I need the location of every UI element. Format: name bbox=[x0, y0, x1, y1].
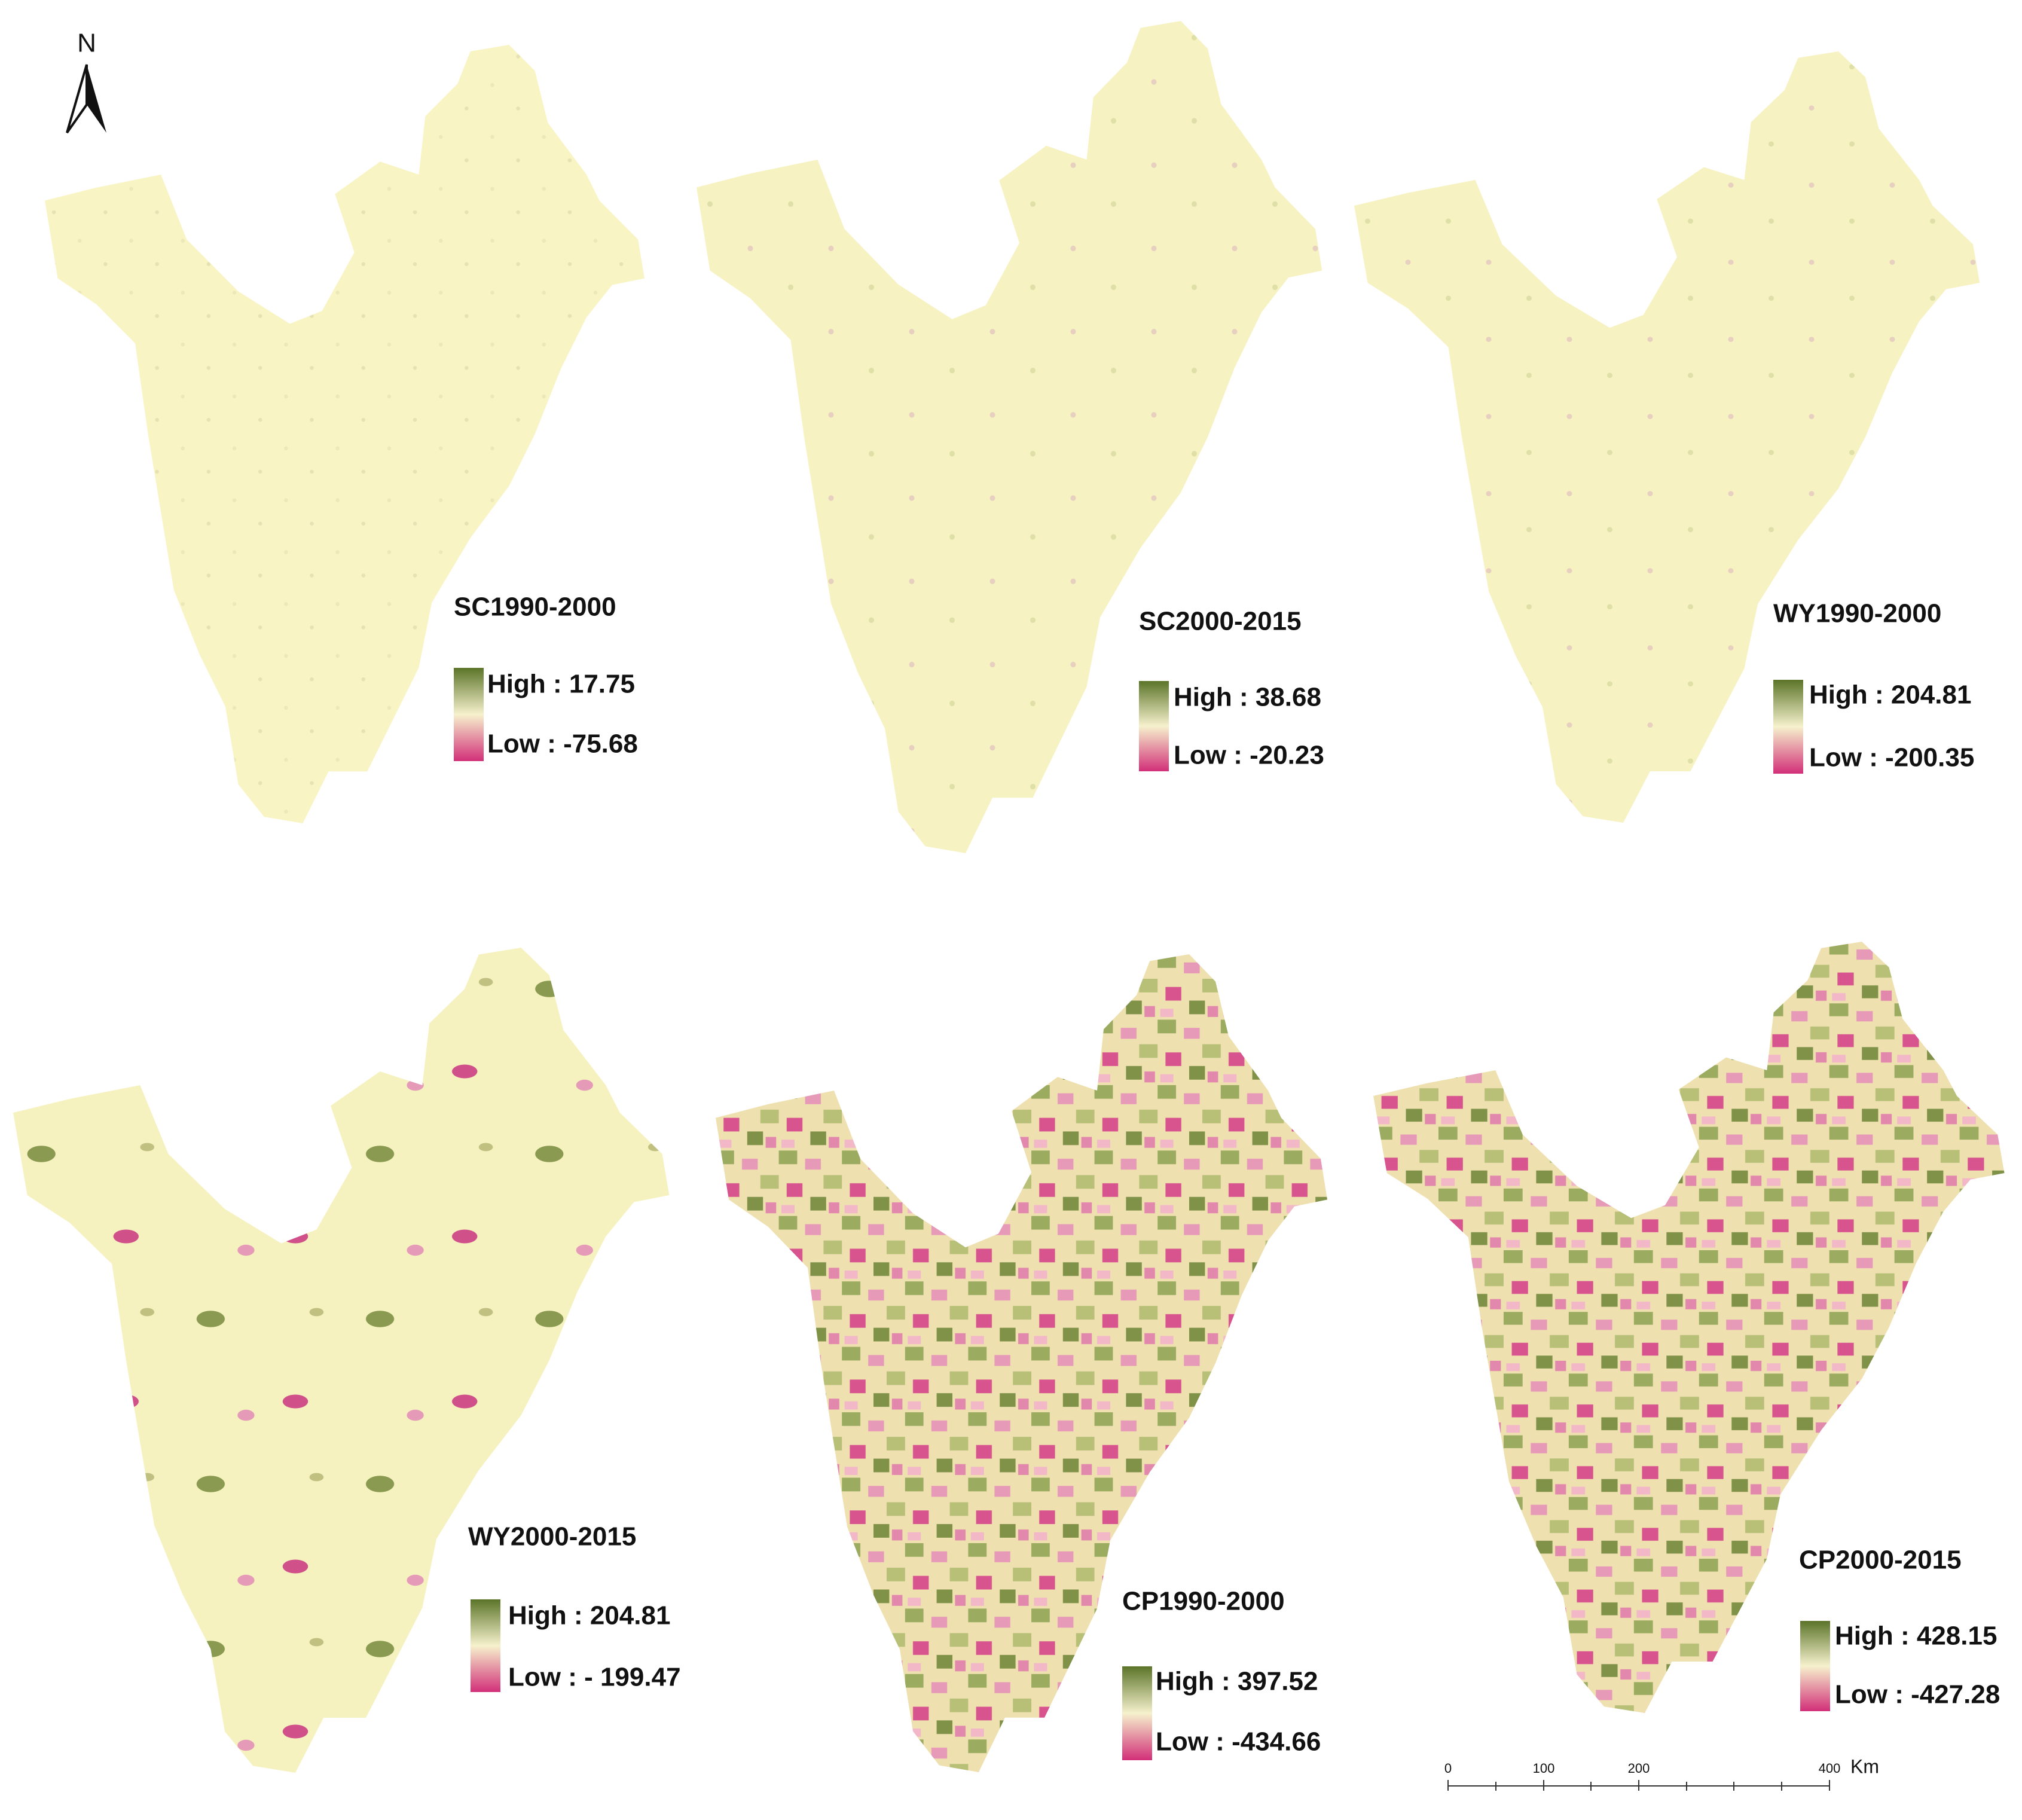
north-arrow: N bbox=[66, 29, 106, 134]
north-label: N bbox=[77, 29, 96, 58]
map-panel: CP2000-2015 High : 428.15 Low : -427.28 bbox=[1373, 942, 2005, 1713]
legend-high: High : 428.15 bbox=[1835, 1621, 1997, 1651]
map-panel: WY1990-2000 High : 204.81 Low : -200.35 bbox=[1354, 51, 1980, 823]
map-panel: CP1990-2000 High : 397.52 Low : -434.66 bbox=[716, 954, 1327, 1772]
scale-label: 0 bbox=[1444, 1761, 1452, 1776]
scale-label: 100 bbox=[1533, 1761, 1555, 1776]
legend-low: Low : - 199.47 bbox=[508, 1663, 681, 1692]
legend-high: High : 204.81 bbox=[508, 1601, 670, 1630]
map-panel: SC2000-2015 High : 38.68 Low : -20.23 bbox=[697, 21, 1324, 853]
scale-label: 200 bbox=[1628, 1761, 1650, 1776]
legend-low: Low : -200.35 bbox=[1809, 743, 1974, 772]
scale-label: 400 bbox=[1819, 1761, 1841, 1776]
legend-low: Low : -434.66 bbox=[1156, 1727, 1321, 1757]
panel-title: WY1990-2000 bbox=[1773, 599, 1941, 628]
legend-low: Low : -20.23 bbox=[1174, 741, 1324, 770]
scale-unit: Km bbox=[1850, 1755, 1879, 1777]
map-panel: SC1990-2000 High : 17.75 Low : -75.68 bbox=[45, 45, 645, 823]
legend-high: High : 17.75 bbox=[487, 670, 635, 699]
map-panel: WY2000-2015 High : 204.81 Low : - 199.47 bbox=[13, 948, 681, 1773]
legend-low: Low : -427.28 bbox=[1835, 1680, 2000, 1709]
legend-high: High : 397.52 bbox=[1156, 1667, 1318, 1696]
legend-high: High : 38.68 bbox=[1174, 683, 1321, 712]
panel-title: CP2000-2015 bbox=[1799, 1546, 1962, 1575]
panel-title: WY2000-2015 bbox=[468, 1522, 636, 1552]
panel-title: SC1990-2000 bbox=[454, 593, 616, 622]
panel-title: CP1990-2000 bbox=[1122, 1587, 1285, 1616]
scale-bar: 0 100 200 400 Km bbox=[1444, 1755, 1879, 1791]
legend-low: Low : -75.68 bbox=[487, 729, 638, 759]
panel-title: SC2000-2015 bbox=[1139, 607, 1302, 636]
legend-high: High : 204.81 bbox=[1809, 680, 1971, 710]
